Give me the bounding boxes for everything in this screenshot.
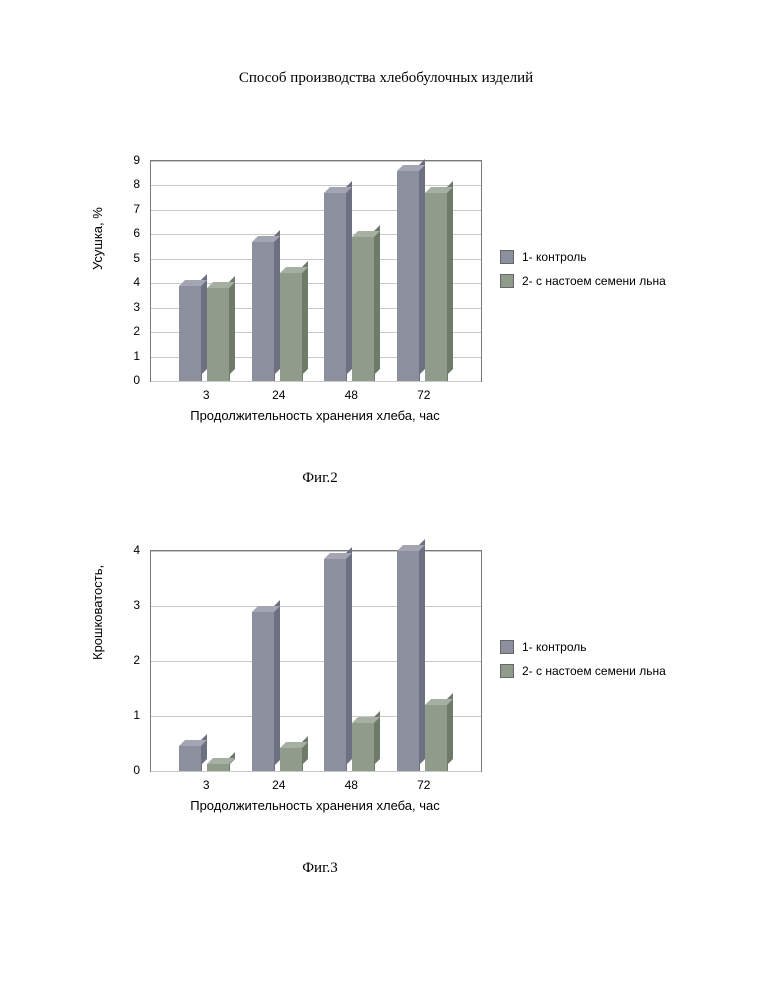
y-tick-label: 4 xyxy=(80,543,140,557)
chart-fig2-caption: Фиг.2 xyxy=(80,470,560,487)
bar-series2 xyxy=(352,723,375,771)
bar-series1 xyxy=(179,746,202,771)
document-title: Способ производства хлебобулочных издели… xyxy=(0,70,772,87)
bar-series2 xyxy=(352,237,375,381)
y-tick-label: 1 xyxy=(80,708,140,722)
legend-swatch-series1 xyxy=(500,250,514,264)
grid-line xyxy=(151,381,481,382)
x-tick-label: 48 xyxy=(345,388,358,402)
grid-line xyxy=(151,606,481,607)
y-tick-label: 6 xyxy=(80,226,140,240)
y-tick-label: 3 xyxy=(80,598,140,612)
bar-series2 xyxy=(207,288,230,381)
legend-swatch-series2 xyxy=(500,664,514,678)
chart-fig3-legend: 1- контроль 2- с настоем семени льна xyxy=(500,640,666,688)
x-tick-label: 3 xyxy=(203,388,210,402)
y-tick-label: 0 xyxy=(80,373,140,387)
y-tick-label: 8 xyxy=(80,177,140,191)
bar-series1 xyxy=(397,551,420,771)
y-tick-label: 1 xyxy=(80,349,140,363)
grid-line xyxy=(151,661,481,662)
bar-series2 xyxy=(280,273,303,381)
legend-swatch-series1 xyxy=(500,640,514,654)
chart-fig2: Усушка, % 0123456789 3244872 Продолжител… xyxy=(80,160,700,487)
y-tick-label: 7 xyxy=(80,202,140,216)
y-tick-label: 0 xyxy=(80,763,140,777)
legend-label-series2: 2- с настоем семени льна xyxy=(522,664,666,678)
bar-series1 xyxy=(252,612,275,772)
x-tick-label: 24 xyxy=(272,388,285,402)
x-tick-label: 3 xyxy=(203,778,210,792)
y-tick-label: 3 xyxy=(80,300,140,314)
x-tick-label: 48 xyxy=(345,778,358,792)
grid-line xyxy=(151,771,481,772)
chart-fig2-legend: 1- контроль 2- с настоем семени льна xyxy=(500,250,666,298)
bar-series2 xyxy=(280,748,303,771)
chart-fig3-plot xyxy=(150,550,482,772)
legend-label-series1: 1- контроль xyxy=(522,250,587,264)
bar-series1 xyxy=(397,171,420,381)
legend-row-series1: 1- контроль xyxy=(500,250,666,264)
chart-fig3-x-title: Продолжительность хранения хлеба, час xyxy=(150,798,480,813)
legend-row-series2: 2- с настоем семени льна xyxy=(500,664,666,678)
y-tick-label: 9 xyxy=(80,153,140,167)
y-tick-label: 5 xyxy=(80,251,140,265)
chart-fig2-area: Усушка, % 0123456789 3244872 Продолжител… xyxy=(80,160,700,440)
chart-fig2-plot xyxy=(150,160,482,382)
bar-series1 xyxy=(252,242,275,381)
bar-series1 xyxy=(324,559,347,771)
y-tick-label: 2 xyxy=(80,324,140,338)
bar-series2 xyxy=(425,193,448,381)
y-tick-label: 2 xyxy=(80,653,140,667)
page: Способ производства хлебобулочных издели… xyxy=(0,0,772,999)
bar-series1 xyxy=(324,193,347,381)
legend-label-series1: 1- контроль xyxy=(522,640,587,654)
chart-fig2-x-title: Продолжительность хранения хлеба, час xyxy=(150,408,480,423)
grid-line xyxy=(151,551,481,552)
y-tick-label: 4 xyxy=(80,275,140,289)
chart-fig3-area: Крошковатость, 01234 3244872 Продолжител… xyxy=(80,550,700,830)
x-tick-label: 24 xyxy=(272,778,285,792)
grid-line xyxy=(151,161,481,162)
legend-row-series2: 2- с настоем семени льна xyxy=(500,274,666,288)
legend-label-series2: 2- с настоем семени льна xyxy=(522,274,666,288)
bar-series1 xyxy=(179,286,202,381)
bar-series2 xyxy=(207,764,230,771)
legend-swatch-series2 xyxy=(500,274,514,288)
bar-series2 xyxy=(425,705,448,771)
legend-row-series1: 1- контроль xyxy=(500,640,666,654)
chart-fig3-y-title: Крошковатость, xyxy=(90,565,105,660)
x-tick-label: 72 xyxy=(417,388,430,402)
chart-fig3-caption: Фиг.3 xyxy=(80,860,560,877)
chart-fig3: Крошковатость, 01234 3244872 Продолжител… xyxy=(80,550,700,877)
x-tick-label: 72 xyxy=(417,778,430,792)
